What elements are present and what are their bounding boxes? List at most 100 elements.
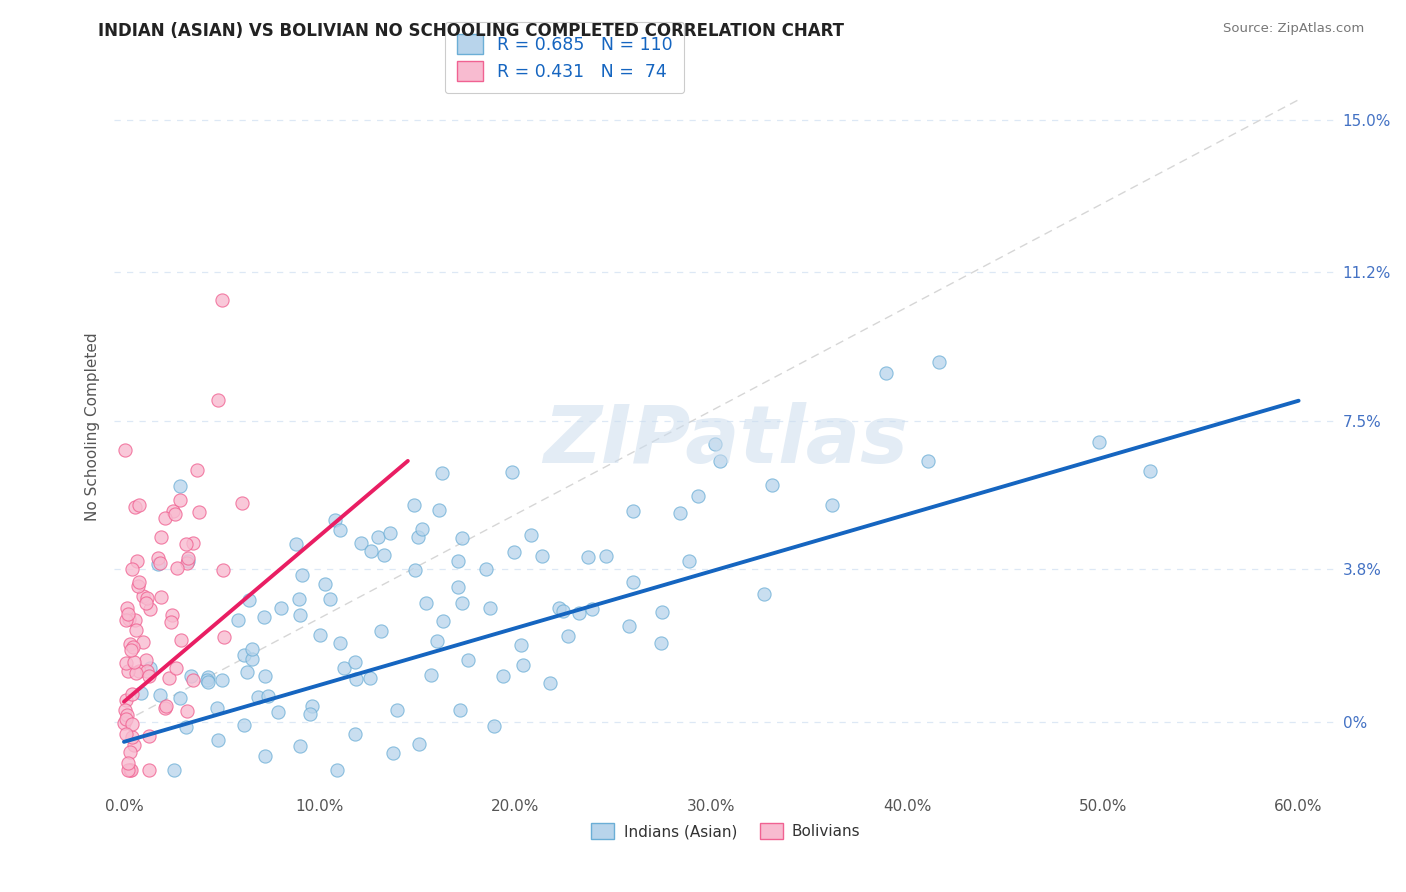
Indians (Asian) — [169, 478, 191, 492]
Indians (Asian) — [415, 595, 437, 609]
Indians (Asian) — [240, 642, 263, 657]
Bolivians — [124, 613, 146, 627]
Indians (Asian) — [284, 537, 307, 551]
Indians (Asian) — [329, 523, 352, 537]
Text: Source: ZipAtlas.com: Source: ZipAtlas.com — [1223, 22, 1364, 36]
Bolivians — [176, 536, 198, 550]
Bolivians — [150, 530, 173, 544]
Bolivians — [128, 664, 150, 678]
Bolivians — [187, 505, 209, 519]
Indians (Asian) — [207, 701, 229, 715]
Bolivians — [207, 392, 229, 407]
Indians (Asian) — [177, 553, 200, 567]
Indians (Asian) — [387, 703, 409, 717]
Bolivians — [138, 763, 160, 777]
Indians (Asian) — [253, 610, 276, 624]
Bolivians — [128, 498, 150, 512]
Indians (Asian) — [308, 627, 330, 641]
Indians (Asian) — [581, 602, 603, 616]
Bolivians — [127, 579, 149, 593]
Indians (Asian) — [180, 669, 202, 683]
Bolivians — [114, 703, 136, 717]
Text: INDIAN (ASIAN) VS BOLIVIAN NO SCHOOLING COMPLETED CORRELATION CHART: INDIAN (ASIAN) VS BOLIVIAN NO SCHOOLING … — [98, 22, 845, 40]
Bolivians — [114, 727, 136, 741]
Indians (Asian) — [254, 748, 277, 763]
Bolivians — [159, 615, 181, 629]
Bolivians — [117, 601, 139, 615]
Bolivians — [122, 640, 145, 654]
Bolivians — [121, 562, 143, 576]
Bolivians — [117, 756, 139, 770]
Indians (Asian) — [451, 596, 474, 610]
Indians (Asian) — [484, 719, 506, 733]
Bolivians — [135, 653, 157, 667]
Indians (Asian) — [557, 630, 579, 644]
Bolivians — [124, 500, 146, 514]
Indians (Asian) — [548, 600, 571, 615]
Indians (Asian) — [595, 549, 617, 564]
Bolivians — [121, 717, 143, 731]
Indians (Asian) — [621, 504, 644, 518]
Bolivians — [132, 589, 155, 603]
Indians (Asian) — [519, 528, 541, 542]
Bolivians — [166, 561, 188, 575]
Indians (Asian) — [236, 665, 259, 679]
Indians (Asian) — [333, 661, 356, 675]
Bolivians — [136, 664, 159, 678]
Indians (Asian) — [404, 563, 426, 577]
Indians (Asian) — [651, 605, 673, 619]
Bolivians — [214, 630, 236, 644]
Indians (Asian) — [479, 601, 502, 615]
Bolivians — [117, 607, 139, 621]
Bolivians — [212, 563, 235, 577]
Indians (Asian) — [402, 499, 425, 513]
Indians (Asian) — [761, 478, 783, 492]
Bolivians — [148, 550, 170, 565]
Indians (Asian) — [314, 576, 336, 591]
Indians (Asian) — [568, 606, 591, 620]
Bolivians — [120, 763, 142, 777]
Bolivians — [176, 556, 198, 570]
Indians (Asian) — [430, 466, 453, 480]
Bolivians — [114, 712, 136, 726]
Bolivians — [127, 554, 149, 568]
Indians (Asian) — [432, 614, 454, 628]
Bolivians — [138, 729, 160, 743]
Indians (Asian) — [290, 739, 312, 754]
Text: ZIPatlas: ZIPatlas — [544, 402, 908, 481]
Indians (Asian) — [360, 543, 382, 558]
Indians (Asian) — [420, 668, 443, 682]
Indians (Asian) — [754, 587, 776, 601]
Indians (Asian) — [326, 763, 349, 777]
Bolivians — [115, 693, 138, 707]
Indians (Asian) — [492, 669, 515, 683]
Bolivians — [181, 536, 204, 550]
Bolivians — [125, 666, 148, 681]
Bolivians — [114, 442, 136, 457]
Indians (Asian) — [475, 562, 498, 576]
Bolivians — [163, 507, 186, 521]
Indians (Asian) — [411, 522, 433, 536]
Indians (Asian) — [211, 673, 233, 688]
Bolivians — [160, 608, 183, 623]
Indians (Asian) — [703, 437, 725, 451]
Indians (Asian) — [149, 689, 172, 703]
Indians (Asian) — [426, 634, 449, 648]
Indians (Asian) — [408, 737, 430, 751]
Indians (Asian) — [530, 549, 553, 563]
Indians (Asian) — [686, 489, 709, 503]
Indians (Asian) — [195, 673, 218, 687]
Indians (Asian) — [709, 454, 731, 468]
Bolivians — [170, 632, 193, 647]
Bolivians — [115, 656, 138, 670]
Indians (Asian) — [163, 763, 186, 777]
Bolivians — [125, 623, 148, 637]
Bolivians — [149, 556, 172, 570]
Bolivians — [120, 763, 142, 777]
Bolivians — [153, 700, 176, 714]
Bolivians — [157, 671, 180, 685]
Indians (Asian) — [253, 669, 276, 683]
Bolivians — [231, 496, 253, 510]
Bolivians — [120, 637, 142, 651]
Indians (Asian) — [344, 672, 367, 686]
